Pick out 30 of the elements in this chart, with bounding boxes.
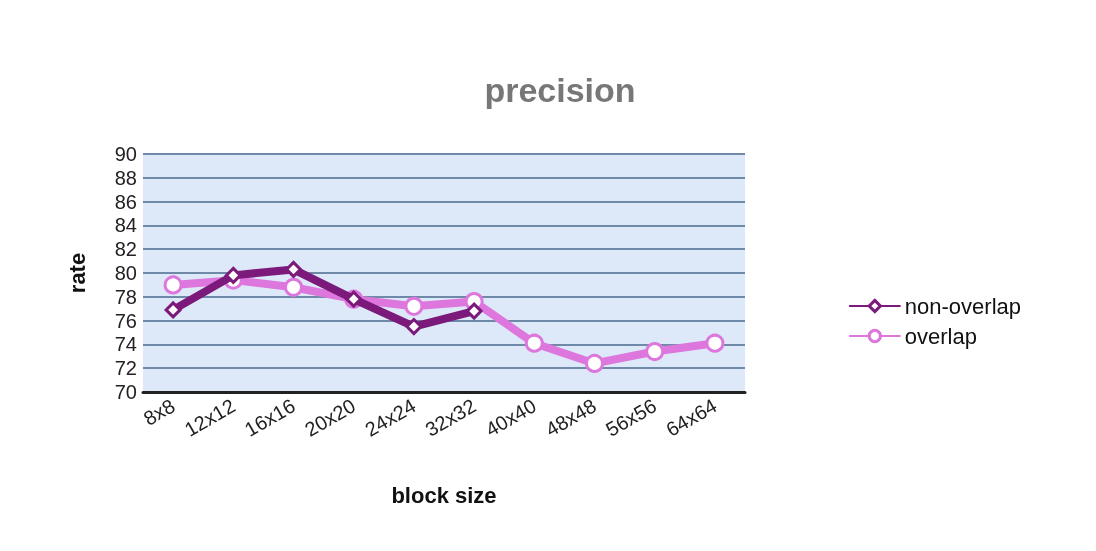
point (224, 266, 242, 284)
chart-title: precision (484, 71, 636, 109)
legend-label: non-overlap (904, 293, 1021, 319)
y-tick-label: 76 (114, 309, 137, 332)
y-tick-label: 74 (114, 333, 137, 356)
point (284, 277, 303, 297)
point (164, 301, 182, 319)
y-tick-label: 70 (114, 381, 137, 403)
y-tick-label: 90 (114, 143, 137, 165)
point (285, 260, 302, 278)
y-tick-label: 84 (114, 214, 137, 237)
y-axis-title: rate (64, 252, 90, 294)
y-tick-label: 88 (114, 166, 137, 189)
point (163, 275, 183, 295)
point (524, 333, 544, 353)
y-tick-label: 72 (114, 357, 137, 380)
point (705, 333, 725, 353)
y-tick-label: 80 (114, 262, 137, 284)
legend-label: overlap (904, 323, 977, 349)
point (405, 318, 423, 336)
point (585, 353, 604, 373)
x-tick-label: 8x8 (139, 394, 179, 430)
point (404, 296, 424, 316)
point (645, 342, 665, 362)
y-tick-label: 82 (114, 238, 137, 261)
y-tick-label: 86 (114, 190, 137, 213)
point (465, 302, 483, 320)
x-tick-label: 40x40 (481, 394, 540, 441)
x-axis-title: block size (391, 482, 497, 508)
y-tick-label: 78 (114, 285, 137, 308)
